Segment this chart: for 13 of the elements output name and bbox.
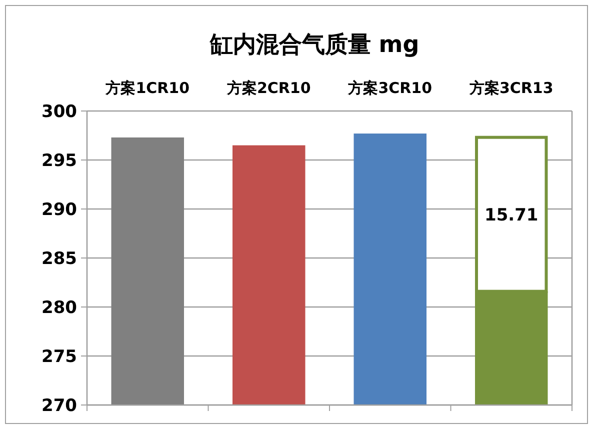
y-tick-label: 300	[42, 102, 78, 122]
data-label: 15.71	[484, 205, 538, 226]
y-tick-label: 295	[42, 151, 77, 171]
y-tick-label: 280	[42, 298, 78, 318]
x-tick-label: 方案1CR10	[104, 79, 190, 97]
y-tick-label: 285	[42, 249, 77, 269]
y-tick-label: 270	[42, 396, 78, 416]
x-tick-label: 方案3CR10	[347, 79, 432, 97]
x-tick-label: 方案3CR13	[468, 79, 554, 97]
y-tick-label: 290	[42, 200, 78, 220]
chart-title: 缸内混合气质量 mg	[208, 32, 420, 58]
y-tick-label: 275	[42, 347, 77, 367]
x-tick-label: 方案2CR10	[226, 79, 311, 97]
